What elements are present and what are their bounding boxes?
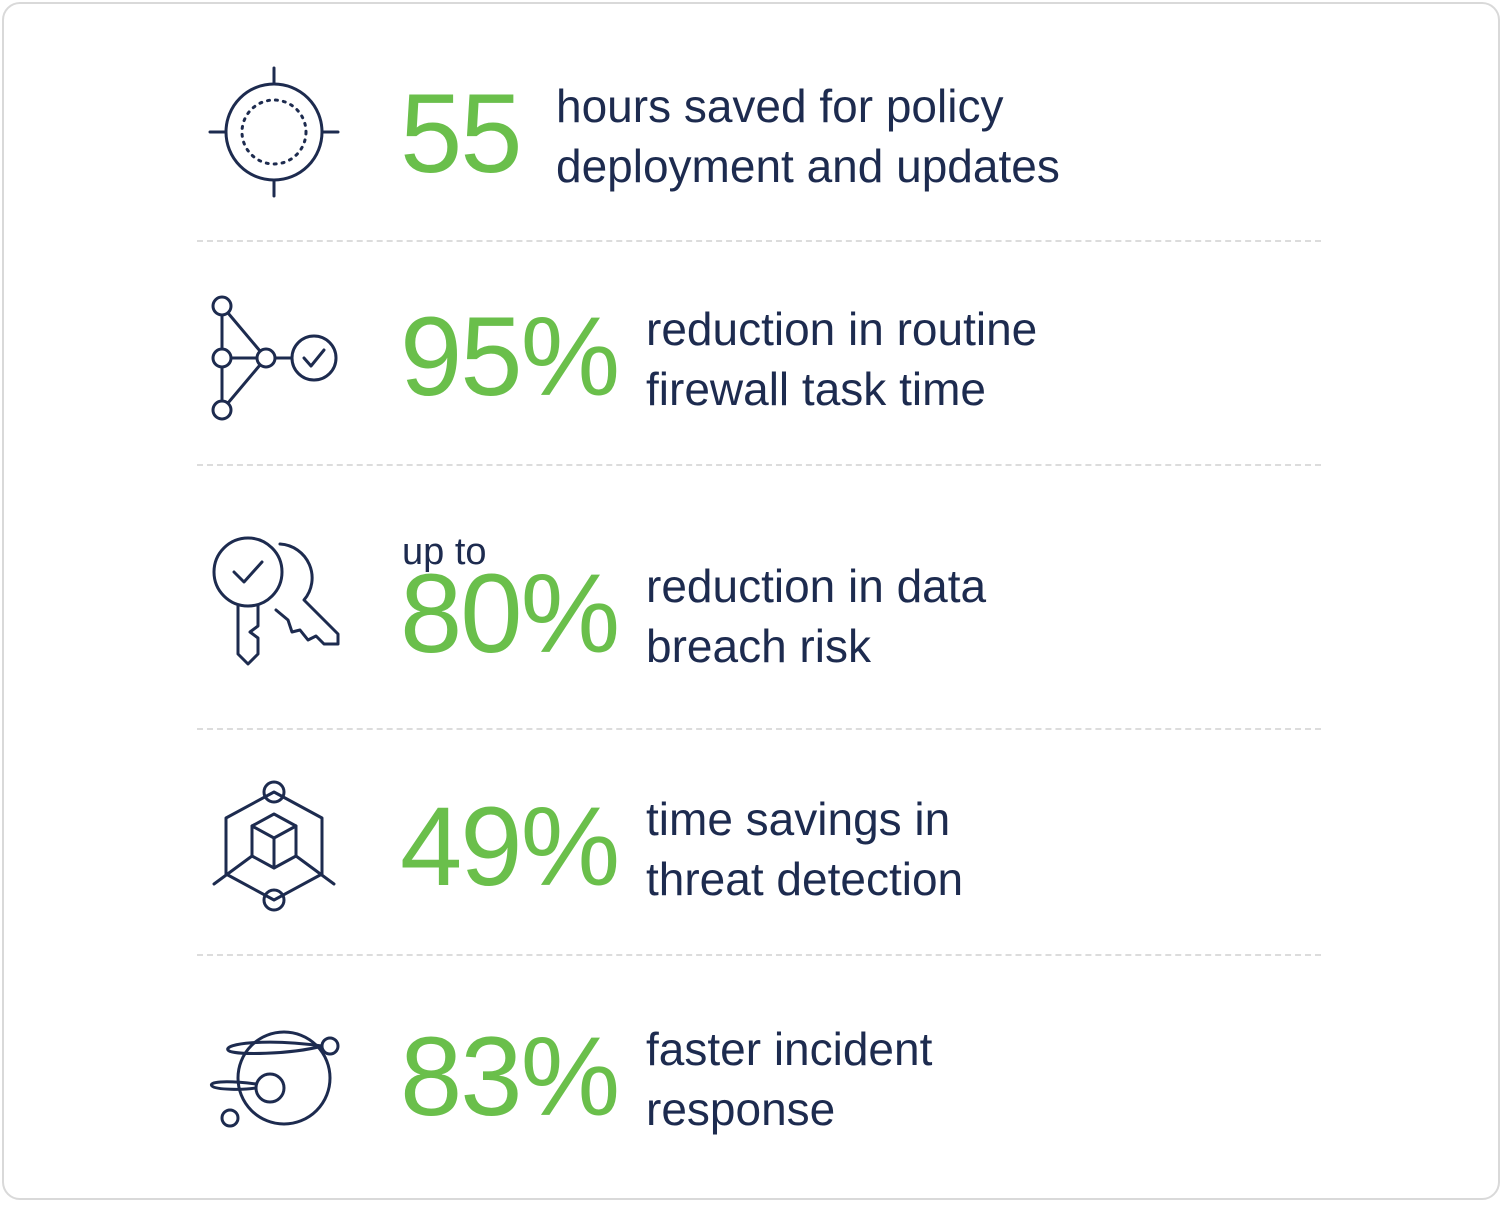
stat-description: deployment and updates: [556, 140, 1060, 192]
stat-description: reduction in routine: [646, 303, 1038, 355]
network-check-icon: [211, 295, 338, 421]
divider: [197, 464, 1321, 466]
stat-description: reduction in data: [646, 560, 987, 612]
stat-value: 55: [400, 71, 523, 196]
stat-description: threat detection: [646, 853, 964, 905]
stat-description: faster incident: [646, 1023, 933, 1075]
stat-prefix: up to: [402, 531, 487, 573]
divider: [197, 728, 1321, 730]
stat-description: breach risk: [646, 620, 871, 672]
keys-icon: [212, 536, 340, 666]
stat-description: firewall task time: [646, 363, 986, 415]
stat-value: 95%: [400, 294, 620, 419]
stat-value: 49%: [400, 784, 620, 909]
stat-description: response: [646, 1083, 836, 1135]
divider: [197, 240, 1321, 242]
stat-description: time savings in: [646, 793, 951, 845]
hexagon-box-icon: [212, 780, 336, 912]
target-icon: [208, 66, 340, 198]
orbit-icon: [209, 1030, 340, 1128]
divider: [197, 954, 1321, 956]
stat-value: 80%: [400, 551, 620, 676]
stat-description: hours saved for policy: [556, 80, 1004, 132]
stat-value: 83%: [400, 1014, 620, 1139]
